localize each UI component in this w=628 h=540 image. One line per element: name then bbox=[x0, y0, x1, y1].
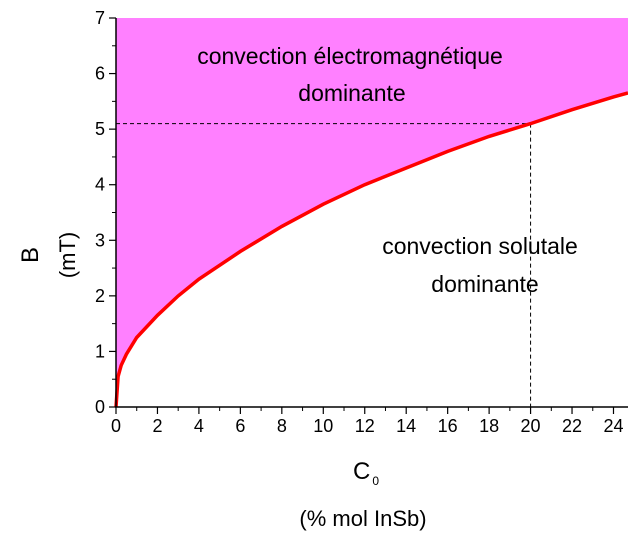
x-tick-label: 8 bbox=[277, 416, 287, 436]
y-tick-label: 4 bbox=[95, 175, 105, 195]
x-tick-label: 16 bbox=[438, 416, 458, 436]
y-axis-title: B bbox=[17, 247, 44, 263]
upper-region-label-line1: convection électromagnétique bbox=[197, 43, 503, 69]
x-tick-label: 6 bbox=[235, 416, 245, 436]
x-tick-label: 12 bbox=[355, 416, 375, 436]
x-tick-label: 20 bbox=[521, 416, 541, 436]
lower-region-label-line1: convection solutale bbox=[382, 233, 578, 259]
y-tick-label: 7 bbox=[95, 8, 105, 28]
x-tick-label: 22 bbox=[562, 416, 582, 436]
x-tick-label: 2 bbox=[152, 416, 162, 436]
y-tick-label: 2 bbox=[95, 286, 105, 306]
x-tick-label: 14 bbox=[396, 416, 416, 436]
x-tick-label: 18 bbox=[479, 416, 499, 436]
y-axis-unit: (mT) bbox=[55, 232, 80, 278]
y-tick-label: 0 bbox=[95, 397, 105, 417]
x-tick-label: 0 bbox=[111, 416, 121, 436]
y-tick-label: 5 bbox=[95, 119, 105, 139]
y-tick-label: 6 bbox=[95, 64, 105, 84]
x-axis-unit: (% mol InSb) bbox=[299, 506, 426, 531]
boundary-curve bbox=[114, 91, 628, 408]
upper-region-fill bbox=[116, 18, 628, 407]
y-tick-label: 1 bbox=[95, 341, 105, 361]
x-axis-title-main: C bbox=[353, 458, 370, 485]
x-tick-label: 24 bbox=[603, 416, 623, 436]
x-tick-label: 10 bbox=[313, 416, 333, 436]
y-tick-label: 3 bbox=[95, 230, 105, 250]
x-axis-title-subscript: 0 bbox=[372, 474, 379, 488]
lower-region-label-line2: dominante bbox=[431, 271, 538, 297]
x-tick-label: 4 bbox=[194, 416, 204, 436]
upper-region-label-line2: dominante bbox=[298, 80, 405, 106]
